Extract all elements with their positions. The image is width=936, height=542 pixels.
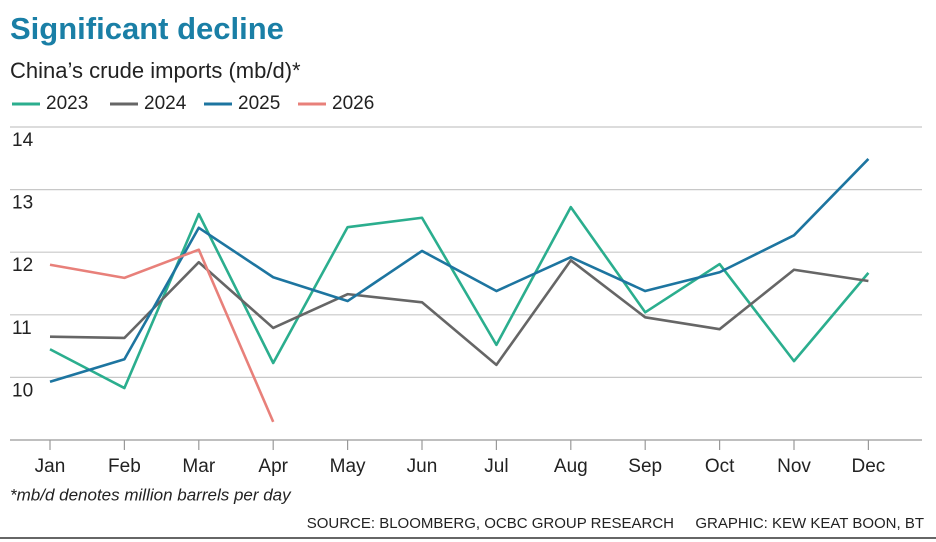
series-line xyxy=(49,158,870,384)
source: SOURCE: BLOOMBERG, OCBC GROUP RESEARCH xyxy=(307,515,674,532)
x-tick-label: Feb xyxy=(108,456,141,477)
x-tick-label: Apr xyxy=(258,456,288,477)
x-tick-label: Oct xyxy=(705,456,735,477)
legend-label: 2024 xyxy=(144,93,187,114)
series-line xyxy=(49,205,870,390)
x-tick-label: Jun xyxy=(407,456,438,477)
chart-title: Significant decline xyxy=(10,11,284,46)
x-tick-label: Aug xyxy=(554,456,588,477)
legend-label: 2023 xyxy=(46,93,88,114)
y-tick-label: 11 xyxy=(12,318,32,339)
x-tick-label: Dec xyxy=(852,456,886,477)
x-tick-label: Nov xyxy=(777,456,811,477)
y-tick-label: 12 xyxy=(12,255,33,276)
x-tick-label: Jan xyxy=(35,456,66,477)
y-tick-label: 10 xyxy=(12,380,33,401)
y-tick-label: 13 xyxy=(12,193,33,214)
footnote: *mb/d denotes million barrels per day xyxy=(10,485,292,504)
series-line xyxy=(49,259,869,367)
y-tick-label: 14 xyxy=(12,130,34,151)
chart-subtitle: China’s crude imports (mb/d)* xyxy=(10,58,301,83)
legend-label: 2025 xyxy=(238,93,280,114)
x-tick-label: Sep xyxy=(628,456,662,477)
series-line xyxy=(49,248,275,423)
credit: GRAPHIC: KEW KEAT BOON, BT xyxy=(695,515,924,532)
x-tick-label: Mar xyxy=(182,456,215,477)
x-tick-label: May xyxy=(330,456,366,477)
legend-label: 2026 xyxy=(332,93,374,114)
x-tick-label: Jul xyxy=(484,456,508,477)
